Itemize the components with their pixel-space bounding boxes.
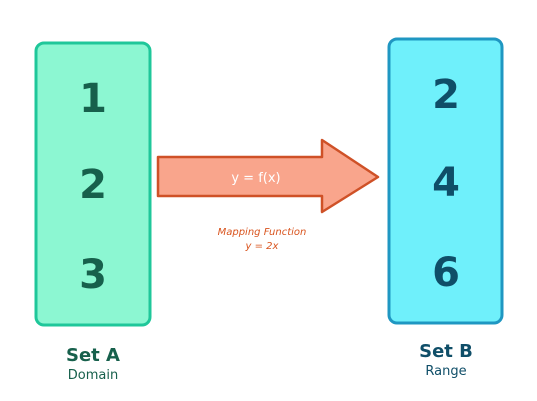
arrow-shape xyxy=(156,138,380,214)
set-a-element-1: 1 xyxy=(79,76,107,122)
mapping-arrow: y = f(x) xyxy=(156,138,380,214)
set-b-subtitle: Range xyxy=(425,364,466,379)
set-b-element-1: 2 xyxy=(432,72,460,118)
set-b-box xyxy=(387,37,504,325)
set-b-title: Set B xyxy=(419,341,473,362)
arrow-label: y = f(x) xyxy=(231,171,280,186)
set-b: 2 4 6 Set B Range xyxy=(387,37,504,379)
set-a-subtitle: Domain xyxy=(68,368,118,383)
set-a-element-3: 3 xyxy=(79,252,107,298)
set-a-title: Set A xyxy=(66,345,120,366)
set-a: 1 2 3 Set A Domain xyxy=(34,41,152,383)
set-b-element-3: 6 xyxy=(432,250,460,296)
mapping-function-title: Mapping Function xyxy=(218,227,307,238)
set-b-element-2: 4 xyxy=(432,160,460,206)
set-a-element-2: 2 xyxy=(79,162,107,208)
mapping-function-formula: y = 2x xyxy=(245,241,279,252)
set-a-box xyxy=(34,41,152,327)
